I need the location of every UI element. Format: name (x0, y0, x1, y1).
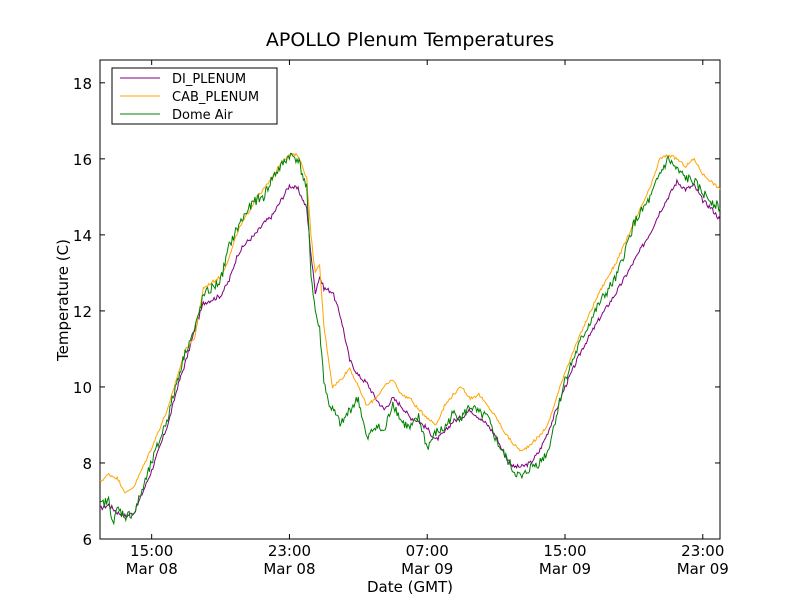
y-tick-label: 6 (82, 531, 92, 549)
y-tick-label: 8 (82, 455, 92, 473)
legend-label: CAB_PLENUM (172, 90, 259, 105)
series-layer (99, 152, 721, 526)
y-tick-label: 16 (73, 151, 92, 169)
y-tick-label: 14 (73, 227, 92, 245)
x-tick-label-date: Mar 09 (677, 560, 729, 578)
x-tick-label-time: 07:00 (406, 542, 449, 560)
x-tick-label-date: Mar 08 (263, 560, 315, 578)
x-tick-label-time: 15:00 (130, 542, 173, 560)
x-tick-label-time: 23:00 (681, 542, 724, 560)
x-tick-label-date: Mar 09 (539, 560, 591, 578)
y-tick-label: 12 (73, 303, 92, 321)
plot-frame (99, 59, 721, 540)
y-tick-label: 10 (73, 379, 92, 397)
y-tick-label: 18 (73, 75, 92, 93)
x-axis-label: Date (GMT) (367, 578, 453, 596)
series-line-cab-plenum (99, 152, 721, 494)
series-line-di-plenum (99, 178, 721, 519)
legend-label: Dome Air (172, 108, 233, 123)
series-line-dome-air (99, 152, 721, 526)
x-tick-label-time: 15:00 (543, 542, 586, 560)
y-axis-label: Temperature (C) (54, 239, 72, 362)
x-tick-label-date: Mar 08 (126, 560, 178, 578)
legend-label: DI_PLENUM (172, 72, 246, 87)
x-tick-label-date: Mar 09 (401, 560, 453, 578)
legend: DI_PLENUM CAB_PLENUM Dome Air (111, 67, 278, 125)
chart-title: APOLLO Plenum Temperatures (266, 29, 554, 51)
x-tick-label-time: 23:00 (268, 542, 311, 560)
